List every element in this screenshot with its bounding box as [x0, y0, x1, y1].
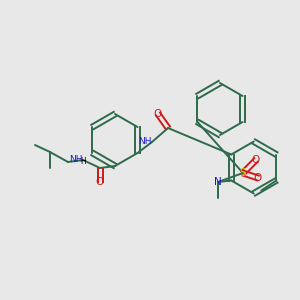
Text: S: S: [240, 168, 246, 178]
Text: O: O: [96, 177, 104, 187]
Text: O: O: [254, 173, 262, 183]
Text: O: O: [252, 155, 260, 165]
Text: N: N: [214, 177, 222, 187]
Text: NH: NH: [70, 155, 83, 164]
Text: O: O: [154, 109, 162, 119]
Text: H: H: [80, 157, 86, 166]
Text: NH: NH: [139, 137, 152, 146]
